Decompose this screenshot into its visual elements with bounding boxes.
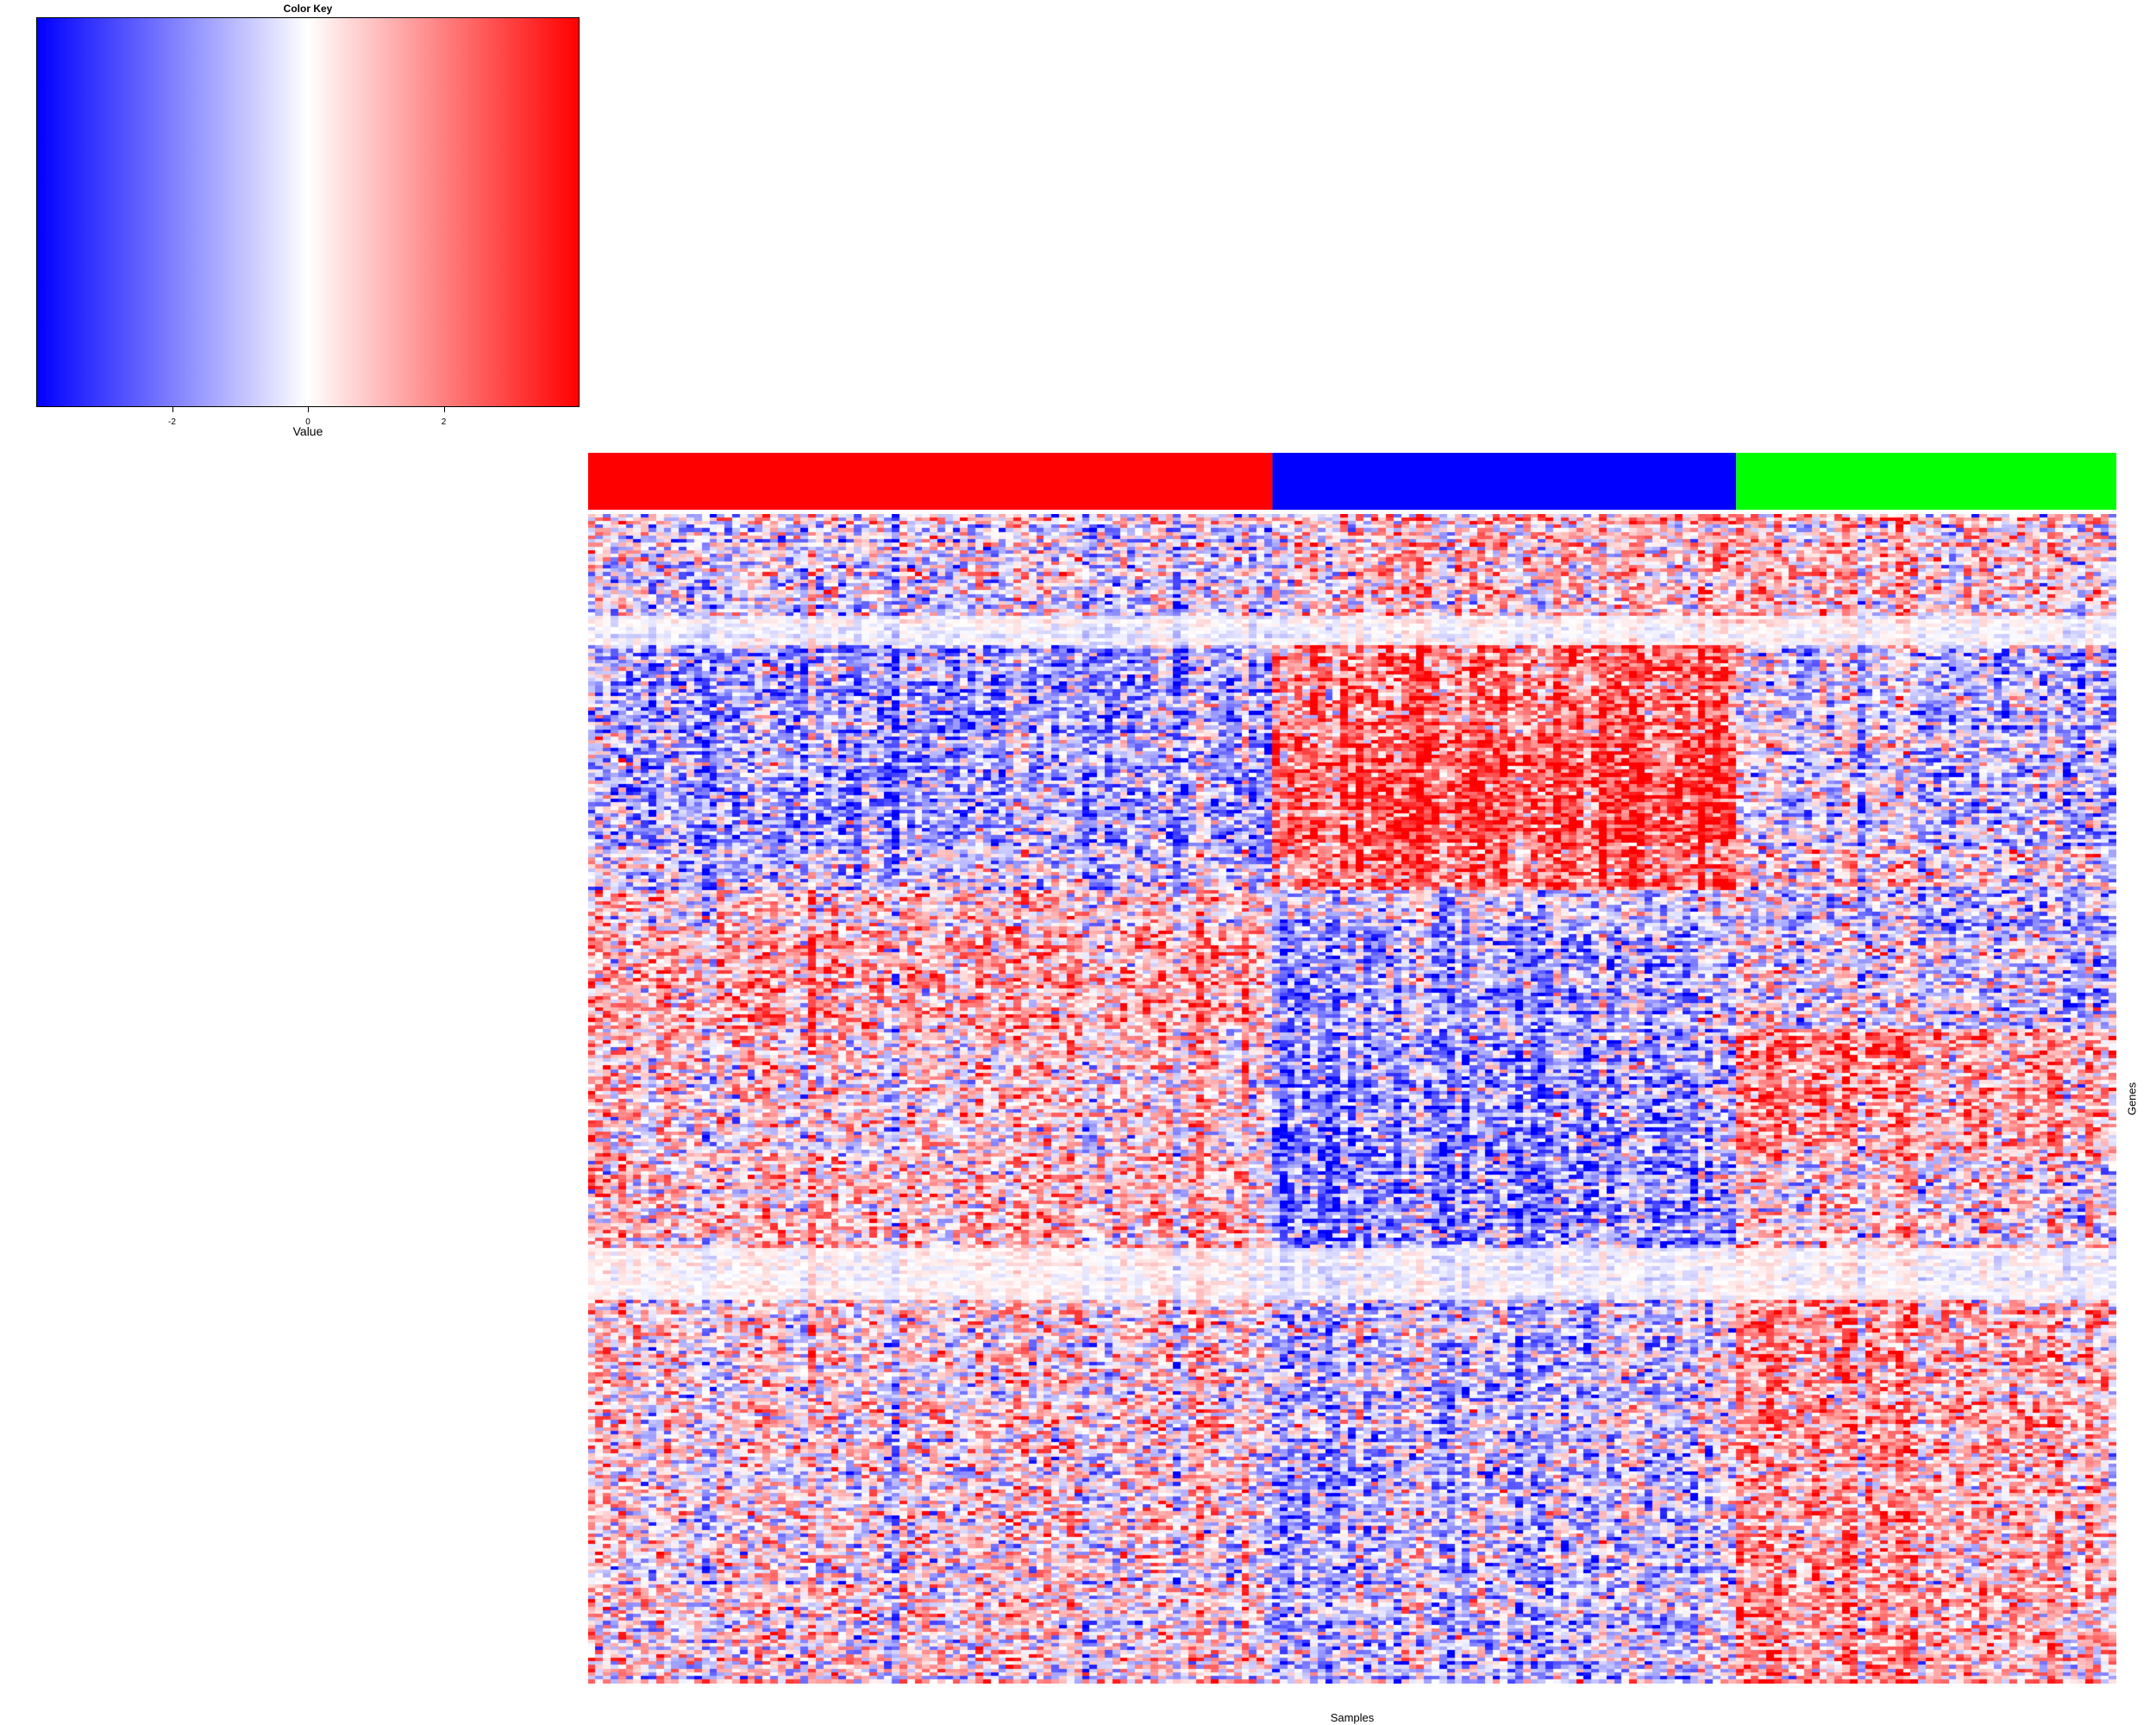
column-side-colors (588, 453, 2116, 510)
color-key-tick-mark (308, 407, 309, 412)
color-key-tick-label: 0 (305, 417, 310, 427)
color-key-tick-mark (443, 407, 445, 412)
column-group-bar (588, 453, 1273, 510)
color-key-tick-label: 2 (441, 417, 447, 427)
y-axis-label: Genes (2125, 1082, 2139, 1116)
column-group-bar (1736, 453, 2116, 510)
heatmap-grid (588, 514, 2116, 1684)
column-group-bar (1272, 453, 1737, 510)
color-key-tick-label: -2 (168, 417, 176, 427)
color-key-title: Color Key (283, 3, 333, 15)
color-key-xlabel: Value (292, 424, 323, 438)
color-key-gradient (36, 17, 580, 407)
color-key-tick-mark (172, 407, 173, 412)
x-axis-label: Samples (1330, 1711, 1375, 1724)
